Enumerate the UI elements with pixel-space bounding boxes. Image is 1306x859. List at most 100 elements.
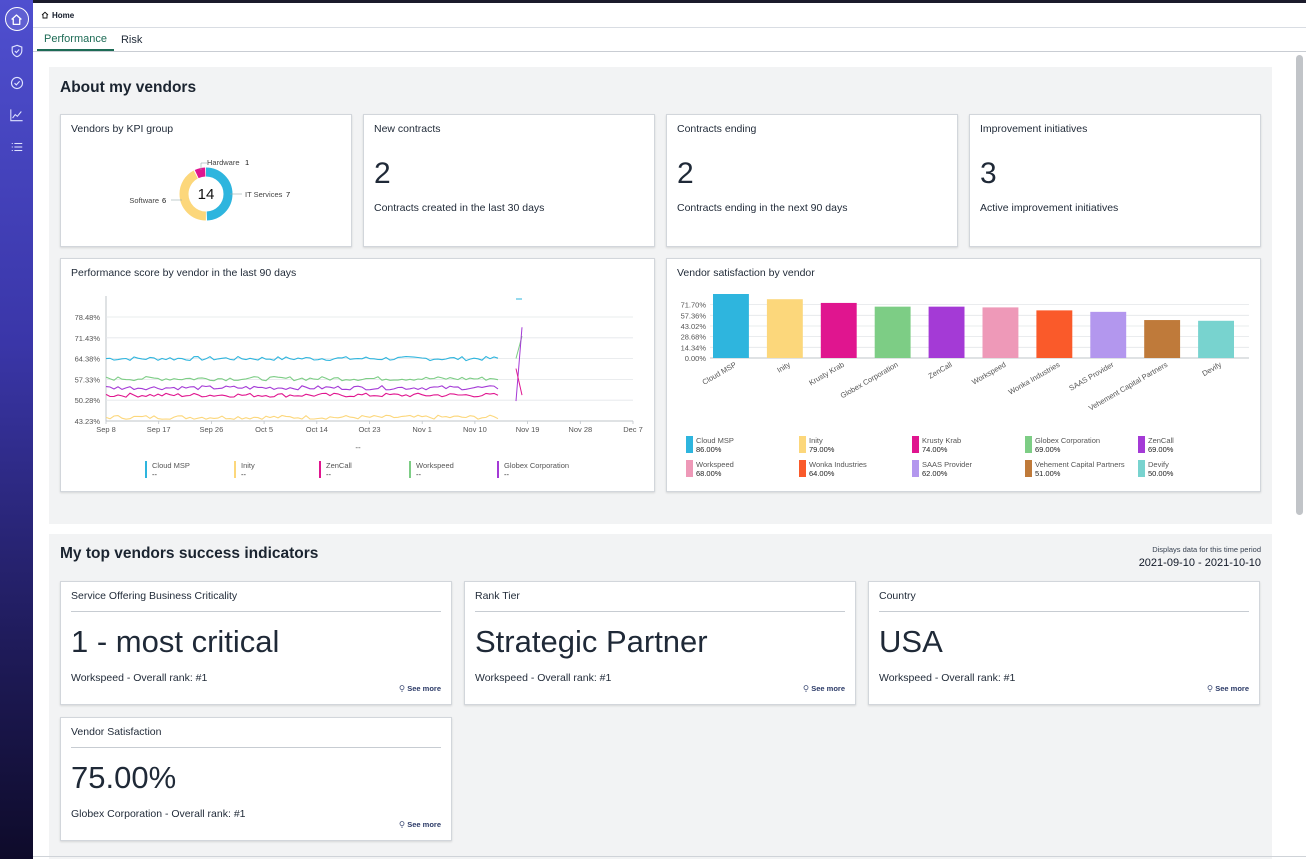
sat-legend-vehement-capital-partners[interactable]: Vehement Capital Partners 51.00% [1025, 460, 1125, 478]
sat-legend-zencall[interactable]: ZenCall 69.00% [1138, 436, 1174, 454]
legend-swatch [686, 460, 693, 477]
tab-performance[interactable]: Performance [37, 29, 114, 51]
tab-bar: Performance Risk [33, 29, 1306, 52]
sat-x-tick: Globex Corporation [839, 360, 900, 400]
indicator-title: Country [879, 590, 916, 602]
improvement-sub: Active improvement initiatives [980, 202, 1119, 214]
sat-x-tick: Inity [775, 360, 792, 375]
sat-legend-inity[interactable]: Inity 79.00% [799, 436, 834, 454]
nav-check[interactable] [0, 67, 33, 99]
donut-total: 14 [198, 186, 215, 203]
nav-analytics[interactable] [0, 99, 33, 131]
sat-bar-zencall[interactable] [928, 306, 965, 358]
sat-bar-devify[interactable] [1198, 320, 1234, 358]
breadcrumb[interactable]: Home [41, 11, 74, 20]
nav-list[interactable] [0, 131, 33, 163]
sat-legend-devify[interactable]: Devify 50.00% [1138, 460, 1173, 478]
perf-tail-globex[interactable] [515, 327, 523, 402]
sat-bar-inity[interactable] [766, 299, 803, 358]
sat-y-tick: 28.68% [681, 333, 707, 342]
breadcrumb-home[interactable]: Home [52, 10, 75, 20]
legend-value: 68.00% [696, 469, 722, 478]
indicator-card-rank-tier[interactable]: Rank Tier Strategic Partner Workspeed - … [464, 581, 856, 705]
legend-name: Krusty Krab [922, 436, 962, 445]
kpi-donut[interactable]: 14 IT Services 7 Software 6 Hardware 1 [61, 145, 351, 245]
new-contracts-card[interactable]: New contracts 2 Contracts created in the… [363, 114, 655, 247]
indicator-card-satisfaction[interactable]: Vendor Satisfaction 75.00% Globex Corpor… [60, 717, 452, 841]
perf-legend-inity[interactable]: Inity -- [234, 461, 255, 479]
left-nav-rail [0, 0, 33, 859]
see-more-label[interactable]: See more [811, 684, 845, 693]
sat-bar-krusty-krab[interactable] [820, 302, 857, 358]
lightbulb-icon [803, 685, 809, 692]
indicators-section: My top vendors success indicators Displa… [49, 534, 1272, 859]
legend-swatch [799, 436, 806, 453]
perf-series-cloud-msp[interactable] [105, 355, 499, 362]
donut-value-software: 6 [162, 196, 166, 205]
perf-series-inity[interactable] [105, 414, 499, 420]
sat-legend-globex-corporation[interactable]: Globex Corporation 69.00% [1025, 436, 1100, 454]
donut-seg-software[interactable] [179, 167, 233, 221]
lightbulb-icon [1207, 685, 1213, 692]
see-more-link[interactable]: See more [399, 684, 441, 693]
sat-bar-globex-corporation[interactable] [874, 306, 911, 358]
sat-x-tick: SAAS Provider [1067, 360, 1115, 393]
indicator-card-criticality[interactable]: Service Offering Business Criticality 1 … [60, 581, 452, 705]
legend-value: 86.00% [696, 445, 722, 454]
legend-value: 51.00% [1035, 469, 1061, 478]
legend-swatch [145, 461, 147, 478]
sat-bar-wonka-industries[interactable] [1036, 310, 1073, 358]
divider [71, 747, 441, 748]
sat-legend-wonka-industries[interactable]: Wonka Industries 64.00% [799, 460, 867, 478]
sat-legend-krusty-krab[interactable]: Krusty Krab 74.00% [912, 436, 962, 454]
sat-legend-saas-provider[interactable]: SAAS Provider 62.00% [912, 460, 972, 478]
perf-x-tick: Oct 23 [358, 425, 380, 434]
donut-label-hardware: Hardware [207, 158, 240, 167]
sat-x-tick: Wonka Industries [1007, 360, 1062, 397]
see-more-link[interactable]: See more [399, 820, 441, 829]
indicator-card-country[interactable]: Country USA Workspeed - Overall rank: #1… [868, 581, 1260, 705]
improvement-card[interactable]: Improvement initiatives 3 Active improve… [969, 114, 1261, 247]
new-contracts-sub: Contracts created in the last 30 days [374, 202, 545, 214]
sat-y-tick: 57.36% [681, 311, 707, 320]
legend-swatch [319, 461, 321, 478]
perf-series-workspeed[interactable] [105, 376, 499, 382]
legend-swatch [409, 461, 411, 478]
legend-value: -- [504, 470, 509, 479]
sat-legend-cloud-msp[interactable]: Cloud MSP 86.00% [686, 436, 734, 454]
sat-bar-cloud-msp[interactable] [713, 294, 749, 358]
nav-home[interactable] [0, 3, 33, 35]
see-more-label[interactable]: See more [407, 820, 441, 829]
perf-legend-zencall[interactable]: ZenCall -- [319, 461, 352, 479]
home-icon [4, 7, 29, 31]
perf-series-zencall[interactable] [105, 392, 499, 398]
see-more-label[interactable]: See more [1215, 684, 1249, 693]
contracts-ending-card[interactable]: Contracts ending 2 Contracts ending in t… [666, 114, 958, 247]
see-more-link[interactable]: See more [1207, 684, 1249, 693]
satisfaction-bar-chart[interactable]: 71.70%57.36%43.02%28.68%14.34%0.00%Cloud… [667, 259, 1260, 491]
donut-seg-it-services[interactable] [179, 167, 233, 221]
legend-name: Inity [241, 461, 255, 470]
scrollbar[interactable] [1296, 55, 1303, 515]
check-circle-icon [10, 76, 23, 90]
sat-bar-vehement-capital-partners[interactable] [1144, 320, 1181, 358]
divider [879, 611, 1249, 612]
performance-line-chart[interactable]: 78.48%71.43%64.38%57.33%50.28%43.23%Sep … [61, 259, 654, 491]
perf-legend-workspeed[interactable]: Workspeed -- [409, 461, 454, 479]
tab-risk[interactable]: Risk [120, 34, 143, 46]
see-more-label[interactable]: See more [407, 684, 441, 693]
legend-name: Inity [809, 436, 823, 445]
sat-legend-workspeed[interactable]: Workspeed 68.00% [686, 460, 734, 478]
perf-y-tick: 64.38% [75, 355, 101, 364]
sat-bar-workspeed[interactable] [982, 307, 1019, 358]
nav-shield[interactable] [0, 35, 33, 67]
legend-value: -- [326, 470, 331, 479]
perf-legend-cloud-msp[interactable]: Cloud MSP -- [145, 461, 190, 479]
sat-bar-saas-provider[interactable] [1090, 311, 1127, 358]
performance-chart-card: Performance score by vendor in the last … [60, 258, 655, 492]
perf-series-globex-corporation[interactable] [105, 384, 499, 391]
see-more-link[interactable]: See more [803, 684, 845, 693]
perf-legend-globex-corporation[interactable]: Globex Corporation -- [497, 461, 569, 479]
perf-tail-zencall[interactable] [515, 368, 523, 396]
improvement-title: Improvement initiatives [980, 123, 1088, 135]
